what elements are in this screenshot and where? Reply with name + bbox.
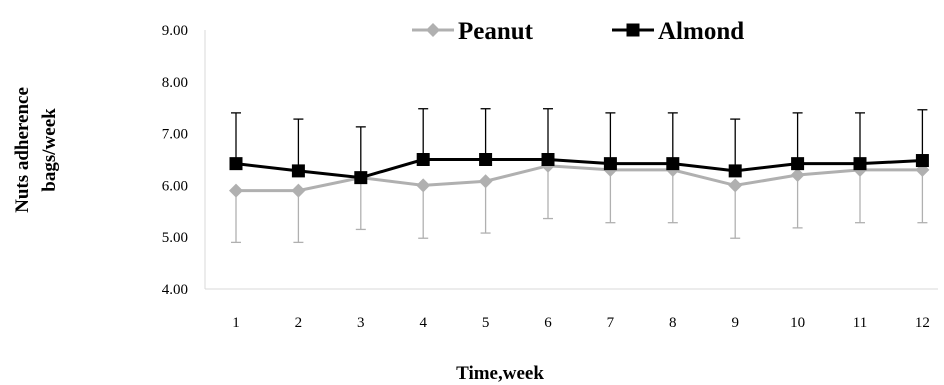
data-point-square bbox=[230, 157, 243, 170]
data-point-square bbox=[791, 157, 804, 170]
x-tick-label: 8 bbox=[669, 315, 677, 331]
x-tick-label: 7 bbox=[607, 315, 615, 331]
legend-label: Almond bbox=[658, 18, 744, 45]
y-tick-label: 8.00 bbox=[162, 75, 188, 91]
data-point-square bbox=[666, 157, 679, 170]
data-point-diamond bbox=[229, 184, 243, 198]
data-point-diamond bbox=[416, 178, 430, 192]
y-tick-label: 5.00 bbox=[162, 230, 188, 246]
data-point-square bbox=[916, 154, 929, 167]
data-point-square bbox=[354, 171, 367, 184]
legend-marker-square bbox=[627, 24, 640, 37]
y-tick-label: 7.00 bbox=[162, 127, 188, 143]
legend-item-almond: Almond bbox=[612, 18, 744, 45]
data-point-square bbox=[292, 164, 305, 177]
data-point-diamond bbox=[728, 178, 742, 192]
x-tick-label: 10 bbox=[790, 315, 805, 331]
x-tick-label: 11 bbox=[853, 315, 867, 331]
data-point-diamond bbox=[291, 184, 305, 198]
axes: 4.005.006.007.008.009.001 2 3 4 5 6 7 8 9 10 11 12 bbox=[162, 23, 938, 331]
x-tick-label: 5 bbox=[482, 315, 490, 331]
y-axis-title-line: bags/week bbox=[39, 108, 60, 192]
axis-labels: Time,week Nuts adherence bags/week bbox=[12, 87, 544, 384]
data-point-square bbox=[854, 157, 867, 170]
y-tick-label: 6.00 bbox=[162, 178, 188, 194]
x-tick-label: 6 bbox=[544, 315, 552, 331]
data-point-square bbox=[542, 153, 555, 166]
x-tick-label: 3 bbox=[357, 315, 365, 331]
legend-marker-diamond bbox=[426, 23, 440, 37]
x-tick-label: 4 bbox=[419, 315, 427, 331]
legend: Peanut Almond bbox=[412, 18, 744, 45]
legend-item-peanut: Peanut bbox=[412, 18, 534, 45]
y-axis-title: Nuts adherence bags/week bbox=[12, 87, 60, 213]
data-point-diamond bbox=[479, 174, 493, 188]
legend-label: Peanut bbox=[458, 18, 534, 45]
data-point-square bbox=[604, 157, 617, 170]
x-tick-label: 12 bbox=[915, 315, 930, 331]
y-axis-title-line: Nuts adherence bbox=[12, 87, 33, 213]
x-tick-label: 2 bbox=[295, 315, 303, 331]
x-tick-label: 1 bbox=[232, 315, 240, 331]
series-line bbox=[236, 166, 922, 191]
x-axis-title: Time,week bbox=[456, 363, 544, 384]
data-point-square bbox=[479, 153, 492, 166]
y-tick-label: 9.00 bbox=[162, 23, 188, 39]
series-layer bbox=[229, 109, 929, 243]
data-point-square bbox=[729, 164, 742, 177]
y-tick-label: 4.00 bbox=[162, 282, 188, 298]
data-point-square bbox=[417, 153, 430, 166]
series-peanut bbox=[229, 159, 929, 243]
x-tick-label: 9 bbox=[731, 315, 739, 331]
